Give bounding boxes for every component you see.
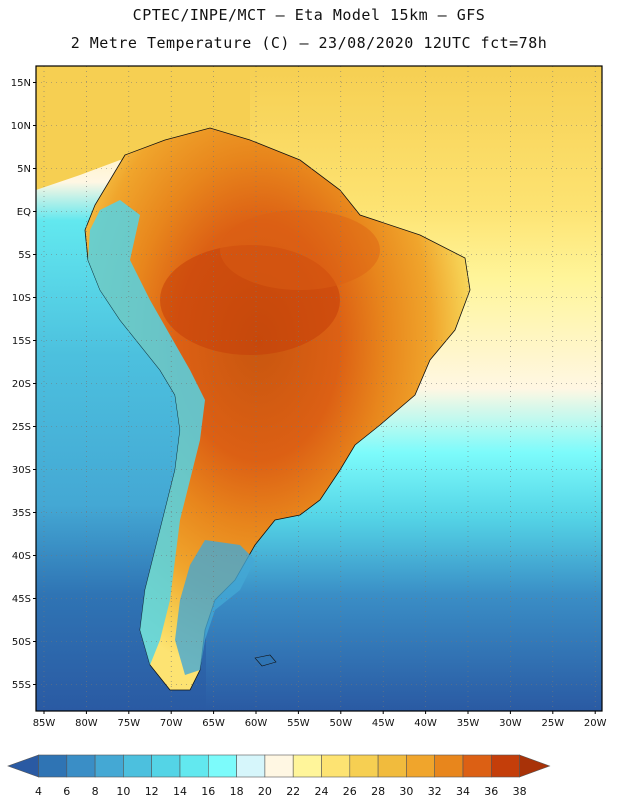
colorbar: 4 6 8 10 12 14 16 18 20 22 24 26 28 30 32 34 36 38 bbox=[7, 754, 551, 798]
lat-label: 45S bbox=[12, 594, 31, 605]
lon-label: 40W bbox=[414, 718, 437, 729]
patagonia-region bbox=[175, 540, 255, 675]
chart-title-line1: CPTEC/INPE/MCT – Eta Model 15km – GFS bbox=[132, 6, 486, 24]
colorbar-tick-label: 30 bbox=[399, 785, 413, 798]
colorbar-tick-label: 28 bbox=[371, 785, 385, 798]
lon-label: 50W bbox=[329, 718, 352, 729]
colorbar-swatch bbox=[377, 754, 407, 778]
lon-label: 20W bbox=[584, 718, 607, 729]
lon-label: 85W bbox=[33, 718, 56, 729]
lon-label: 60W bbox=[245, 718, 268, 729]
colorbar-swatch bbox=[292, 754, 322, 778]
falkland-islands bbox=[254, 654, 277, 667]
lon-label: 80W bbox=[75, 718, 98, 729]
lat-label: 30S bbox=[12, 465, 31, 476]
lat-label: 10S bbox=[12, 293, 31, 304]
lon-label: 55W bbox=[287, 718, 310, 729]
latitude-labels: 15N 10N 5N EQ 5S 10S 15S 20S 25S 30S 35S 40S 45S 50S 5… bbox=[11, 78, 36, 691]
lat-label: 55S bbox=[12, 680, 31, 691]
colorbar-swatch bbox=[434, 754, 464, 778]
colorbar-swatch bbox=[38, 754, 68, 778]
chart-title-line2: 2 Metre Temperature (C) – 23/08/2020 12U… bbox=[70, 34, 548, 52]
colorbar-tick-label: 36 bbox=[484, 785, 498, 798]
colorbar-tick-label: 22 bbox=[286, 785, 300, 798]
colorbar-swatch bbox=[264, 754, 294, 778]
colorbar-swatch bbox=[321, 754, 351, 778]
lat-label: 20S bbox=[12, 379, 31, 390]
lat-label: 5S bbox=[18, 250, 31, 261]
colorbar-tick-label: 32 bbox=[428, 785, 442, 798]
colorbar-swatch bbox=[94, 754, 124, 778]
colorbar-swatch bbox=[123, 754, 153, 778]
colorbar-tick-label: 6 bbox=[63, 785, 70, 798]
lat-label: 15N bbox=[11, 78, 31, 89]
colorbar-tick-label: 24 bbox=[315, 785, 329, 798]
colorbar-tick-label: 12 bbox=[145, 785, 159, 798]
colorbar-swatch bbox=[490, 754, 520, 778]
colorbar-tick-label: 38 bbox=[513, 785, 527, 798]
colorbar-tick-label: 16 bbox=[201, 785, 215, 798]
lat-label: 50S bbox=[12, 637, 31, 648]
colorbar-tick-label: 18 bbox=[230, 785, 244, 798]
lat-label: 25S bbox=[12, 422, 31, 433]
lon-label: 75W bbox=[117, 718, 140, 729]
lat-label: 35S bbox=[12, 508, 31, 519]
lon-label: 30W bbox=[499, 718, 522, 729]
hot-north bbox=[220, 210, 380, 290]
colorbar-left-arrow bbox=[7, 754, 39, 778]
lat-label: 10N bbox=[11, 121, 31, 132]
ocean-field bbox=[36, 66, 602, 711]
colorbar-tick-label: 14 bbox=[173, 785, 187, 798]
longitude-labels: 85W 80W 75W 70W 65W 60W 55W 50W 45W 40W 35W 30W 25W 2… bbox=[33, 711, 607, 729]
lon-label: 25W bbox=[541, 718, 564, 729]
lat-label: 40S bbox=[12, 551, 31, 562]
colorbar-swatch bbox=[66, 754, 96, 778]
colorbar-tick-label: 4 bbox=[35, 785, 42, 798]
hot-core bbox=[160, 245, 340, 355]
colorbar-swatch bbox=[349, 754, 379, 778]
colorbar-swatch bbox=[151, 754, 181, 778]
map-frame bbox=[35, 65, 603, 712]
lon-label: 35W bbox=[457, 718, 480, 729]
lon-label: 65W bbox=[202, 718, 225, 729]
colorbar-tick-label: 20 bbox=[258, 785, 272, 798]
andes-cold-strip bbox=[88, 200, 205, 665]
lat-label: EQ bbox=[17, 207, 31, 218]
colorbar-tick-label: 8 bbox=[92, 785, 99, 798]
colorbar-swatch bbox=[406, 754, 435, 778]
colorbar-swatch bbox=[208, 754, 237, 778]
lon-label: 70W bbox=[160, 718, 183, 729]
colorbar-tick-label: 34 bbox=[456, 785, 470, 798]
lat-label: 15S bbox=[12, 336, 31, 347]
colorbar-tick-label: 26 bbox=[343, 785, 357, 798]
colorbar-right-arrow bbox=[519, 754, 551, 778]
colorbar-swatch bbox=[462, 754, 492, 778]
lon-label: 45W bbox=[372, 718, 395, 729]
lat-label: 5N bbox=[17, 164, 31, 175]
colorbar-swatch bbox=[236, 754, 266, 778]
colorbar-tick-label: 10 bbox=[116, 785, 130, 798]
colorbar-swatch bbox=[179, 754, 209, 778]
